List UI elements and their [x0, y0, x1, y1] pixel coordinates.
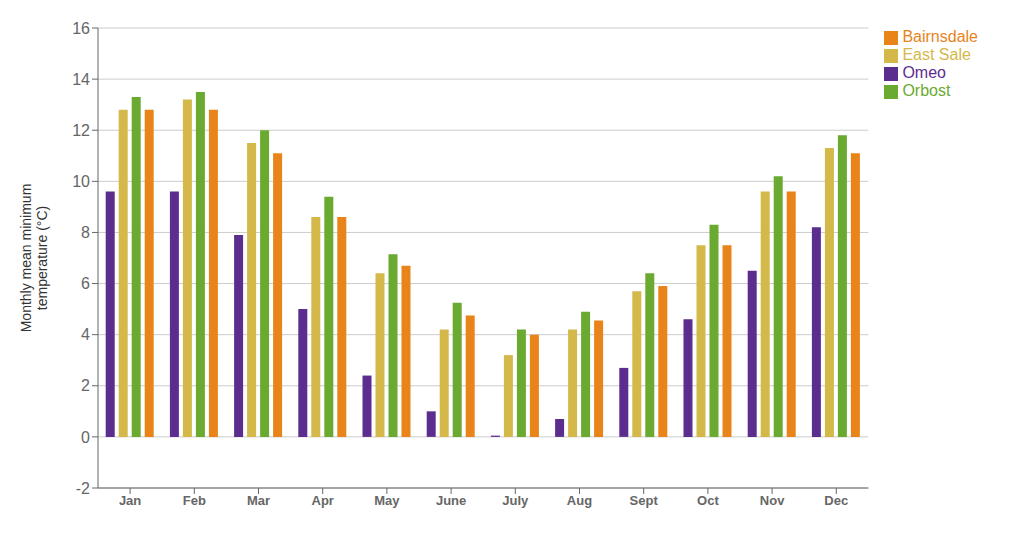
svg-text:Aug: Aug: [567, 493, 592, 508]
html-text:Orbost: Orbost: [902, 82, 951, 99]
svg-text:July: July: [502, 493, 529, 508]
svg-text:10: 10: [72, 173, 90, 190]
svg-text:2: 2: [81, 377, 90, 394]
html-text:Bairnsdale: Bairnsdale: [902, 28, 978, 45]
svg-text:Sept: Sept: [630, 493, 659, 508]
svg-text:16: 16: [72, 20, 90, 37]
svg-text:Monthly mean minimumtemperatur: Monthly mean minimumtemperature (°C): [18, 184, 51, 333]
svg-text:Feb: Feb: [183, 493, 206, 508]
svg-text:-2: -2: [76, 480, 90, 497]
svg-text:Dec: Dec: [824, 493, 848, 508]
svg-text:Oct: Oct: [697, 493, 719, 508]
svg-text:Mar: Mar: [247, 493, 270, 508]
svg-text:12: 12: [72, 122, 90, 139]
html-text:East Sale: East Sale: [902, 46, 971, 63]
svg-text:May: May: [374, 493, 400, 508]
svg-text:Jan: Jan: [119, 493, 141, 508]
svg-text:Nov: Nov: [760, 493, 785, 508]
svg-text:4: 4: [81, 326, 90, 343]
svg-text:8: 8: [81, 224, 90, 241]
svg-text:Apr: Apr: [312, 493, 334, 508]
svg-text:June: June: [436, 493, 466, 508]
svg-text:6: 6: [81, 275, 90, 292]
svg-text:14: 14: [72, 71, 90, 88]
svg-text:0: 0: [81, 429, 90, 446]
html-text:Omeo: Omeo: [902, 64, 946, 81]
